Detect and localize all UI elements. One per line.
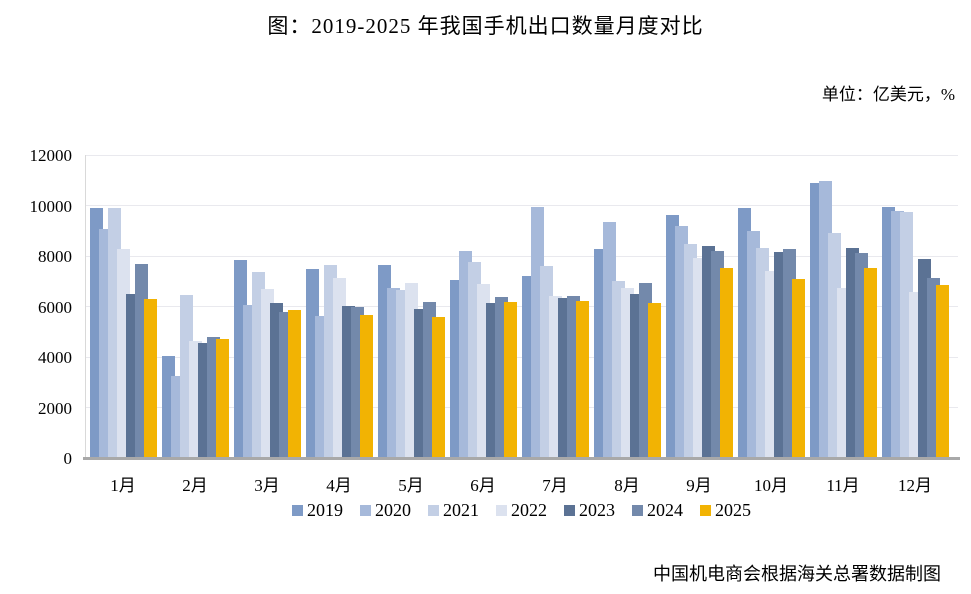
bar-2025-3月 — [288, 309, 301, 458]
y-axis-line — [85, 155, 86, 458]
legend-label: 2022 — [511, 500, 547, 520]
y-tick-label: 10000 — [29, 196, 73, 216]
x-tick-label-10月: 10月 — [754, 476, 788, 495]
legend-item-2022: 2022 — [496, 501, 547, 519]
legend-label: 2019 — [307, 500, 343, 520]
legend-item-2019: 2019 — [292, 501, 343, 519]
x-tick-label-1月: 1月 — [110, 476, 136, 495]
legend-item-2024: 2024 — [632, 501, 683, 519]
x-tick-label-11月: 11月 — [826, 476, 860, 495]
y-tick-label: 8000 — [38, 247, 72, 266]
legend-swatch-icon — [700, 504, 711, 516]
bar-2025-9月 — [720, 267, 733, 458]
x-tick-label-4月: 4月 — [326, 476, 352, 495]
legend-label: 2024 — [647, 500, 683, 520]
bar-2025-8月 — [648, 303, 661, 458]
x-tick-label-3月: 3月 — [254, 476, 280, 495]
legend-item-2023: 2023 — [564, 501, 615, 519]
legend-swatch-icon — [428, 504, 439, 516]
legend: 2019 2020 2021 2022 2023 2024 2025 — [85, 501, 958, 519]
unit-label: 单位：亿美元，% — [821, 85, 955, 104]
bar-2025-10月 — [792, 278, 805, 458]
bar-2025-12月 — [936, 285, 949, 458]
x-tick-label-2月: 2月 — [182, 476, 208, 495]
gridline — [85, 255, 958, 257]
legend-swatch-icon — [564, 504, 575, 516]
y-tick-label: 0 — [63, 449, 73, 468]
x-axis-line — [83, 457, 960, 460]
y-tick-label: 2000 — [38, 398, 72, 418]
y-tick-label: 12000 — [29, 146, 73, 165]
legend-label: 2025 — [715, 500, 751, 520]
source-note: 中国机电商会根据海关总署数据制图 — [653, 564, 941, 584]
legend-swatch-icon — [496, 504, 507, 516]
y-tick-label: 4000 — [38, 348, 72, 367]
y-tick-label: 6000 — [38, 297, 72, 317]
bar-2025-5月 — [432, 317, 445, 458]
legend-label: 2023 — [579, 500, 615, 520]
gridline — [85, 306, 958, 307]
gridline — [85, 154, 958, 156]
legend-item-2020: 2020 — [360, 501, 411, 519]
bar-2025-7月 — [576, 301, 589, 458]
legend-label: 2020 — [375, 500, 411, 520]
x-tick-label-12月: 12月 — [898, 476, 932, 495]
gridline — [85, 205, 958, 206]
gridline — [85, 356, 958, 358]
legend-swatch-icon — [632, 504, 643, 516]
legend-swatch-icon — [360, 504, 371, 516]
x-tick-label-6月: 6月 — [470, 476, 496, 495]
gridline — [85, 407, 958, 408]
legend-item-2025: 2025 — [700, 501, 751, 519]
x-tick-label-7月: 7月 — [542, 476, 568, 495]
bar-2025-2月 — [216, 339, 229, 458]
legend-swatch-icon — [292, 504, 303, 516]
bar-2025-4月 — [360, 315, 373, 458]
bar-2025-1月 — [144, 299, 157, 458]
legend-label: 2021 — [443, 500, 479, 520]
x-tick-label-8月: 8月 — [614, 476, 640, 495]
x-tick-label-9月: 9月 — [686, 476, 712, 495]
bar-2025-6月 — [504, 301, 517, 458]
legend-item-2021: 2021 — [428, 501, 479, 519]
bar-2025-11月 — [864, 267, 877, 458]
chart-title: 图：2019-2025 年我国手机出口数量月度对比 — [267, 14, 704, 38]
x-tick-label-5月: 5月 — [398, 476, 424, 495]
